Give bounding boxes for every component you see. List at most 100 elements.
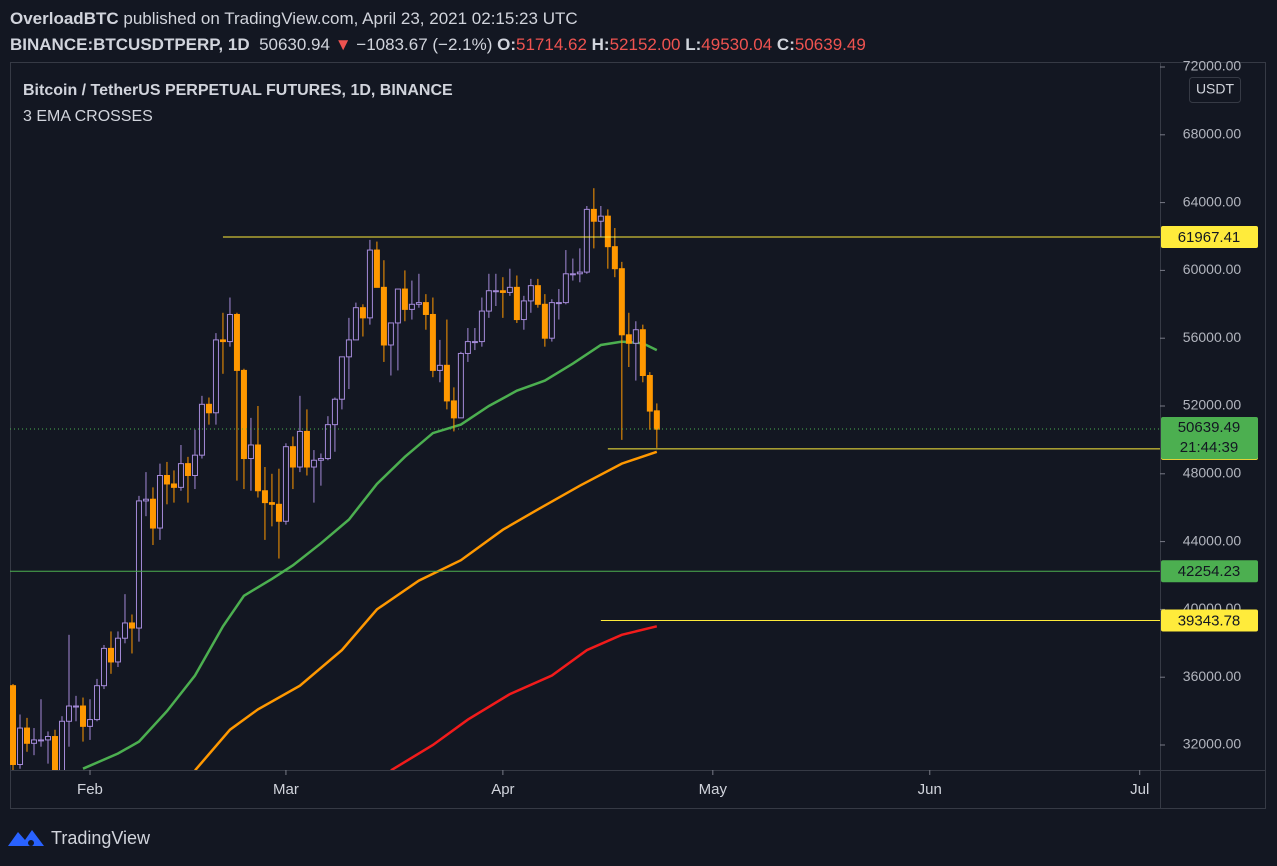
y-tick-label: 44000.00 [1183, 532, 1242, 548]
y-tick-label: 36000.00 [1183, 668, 1242, 684]
candle-body [590, 208, 597, 222]
candle-body [345, 339, 352, 358]
candle-body [478, 310, 485, 343]
candle-body [632, 329, 639, 344]
candle-body [177, 463, 184, 488]
x-tick-label: Jul [1130, 781, 1149, 798]
candle-body [219, 339, 226, 343]
level-label: 42254.23 [1178, 563, 1241, 580]
candle-body [282, 446, 289, 522]
candle-body [611, 246, 618, 270]
candle-body [142, 498, 149, 502]
currency-button[interactable] [1189, 77, 1241, 103]
candle-body [65, 705, 72, 722]
candle-body [513, 286, 520, 321]
level-label-box [1161, 226, 1258, 249]
candle-body [310, 459, 317, 468]
candle-body [401, 288, 408, 310]
candle-body [520, 300, 527, 321]
countdown: 21:44:39 [1180, 439, 1238, 456]
o-val: 51714.62 [516, 35, 587, 54]
candle-body [450, 400, 457, 419]
candle-body [163, 474, 170, 485]
candle-body [429, 313, 436, 371]
candle-body [359, 307, 366, 319]
candle-body [331, 398, 338, 426]
candle-body [254, 444, 261, 492]
candle-body [541, 303, 548, 339]
change: −1083.67 (−2.1%) [356, 35, 493, 54]
candle-body [373, 249, 380, 288]
y-tick-label: 56000.00 [1183, 329, 1242, 345]
c-val: 50639.49 [794, 35, 866, 54]
y-tick-label: 32000.00 [1183, 736, 1242, 752]
candle-body [58, 720, 65, 770]
user: OverloadBTC [10, 9, 119, 28]
candle-body [170, 483, 177, 488]
candle-body [114, 637, 121, 663]
candle-body [212, 339, 219, 414]
candle-body [275, 503, 282, 522]
candle-body [387, 322, 394, 346]
candle-body [31, 739, 38, 744]
candle-body [492, 290, 499, 293]
brand: TradingView [51, 828, 151, 848]
y-tick-label: 52000.00 [1183, 397, 1242, 413]
candle-body [457, 352, 464, 419]
l-val: 49530.04 [701, 35, 773, 54]
candle-body [226, 313, 233, 343]
ema-line [390, 625, 658, 770]
candle-body [604, 215, 611, 248]
l-key: L: [685, 35, 702, 54]
x-tick-label: Feb [77, 781, 103, 798]
candle-body [352, 307, 359, 341]
candle-body [639, 329, 646, 376]
y-tick-label: 68000.00 [1183, 126, 1242, 142]
currency[interactable]: USDT [1196, 81, 1235, 97]
candle-body [555, 302, 562, 305]
x-tick-label: Jun [918, 781, 942, 798]
candle-body [233, 313, 240, 371]
price-label-box [1161, 417, 1258, 460]
x-tick-label: May [699, 781, 728, 798]
candle-body [471, 341, 478, 344]
candle-body [79, 705, 86, 727]
candle-body [646, 374, 653, 412]
candle-body [422, 302, 429, 315]
candle-body [506, 286, 513, 293]
price-label: 50639.49 [1178, 419, 1241, 436]
candle-body [156, 474, 163, 529]
candle-body [576, 271, 583, 275]
candle-body [317, 458, 324, 461]
candle-body [38, 739, 45, 742]
candle-body [296, 430, 303, 468]
candle-body [653, 410, 660, 430]
chart-subtitle: 3 EMA CROSSES [23, 108, 153, 125]
candle-body [107, 647, 114, 663]
candle-body [191, 454, 198, 476]
candle-body [17, 727, 24, 765]
frame [10, 62, 1266, 809]
candle-body [366, 249, 373, 319]
candle-body [198, 403, 205, 456]
candle-body [597, 215, 604, 222]
h-key: H: [591, 35, 610, 54]
candle-body [10, 685, 17, 765]
candle-body [93, 685, 100, 721]
publish-line: OverloadBTC published on TradingView.com… [10, 6, 866, 32]
x-tick-label: Mar [273, 781, 299, 798]
candle-body [324, 424, 331, 460]
y-tick-label: 64000.00 [1183, 193, 1242, 209]
candle-body [268, 502, 275, 505]
quote-line: BINANCE:BTCUSDTPERP, 1D 50630.94 ▼ −1083… [10, 32, 866, 58]
level-label: 61967.41 [1178, 229, 1241, 246]
candle-body [408, 303, 415, 310]
level-label: 39343.78 [1178, 612, 1241, 629]
header: OverloadBTC published on TradingView.com… [10, 6, 866, 58]
candle-body [44, 736, 51, 741]
candle-body [534, 285, 541, 305]
candle-body [128, 622, 135, 629]
candle-body [583, 208, 590, 273]
